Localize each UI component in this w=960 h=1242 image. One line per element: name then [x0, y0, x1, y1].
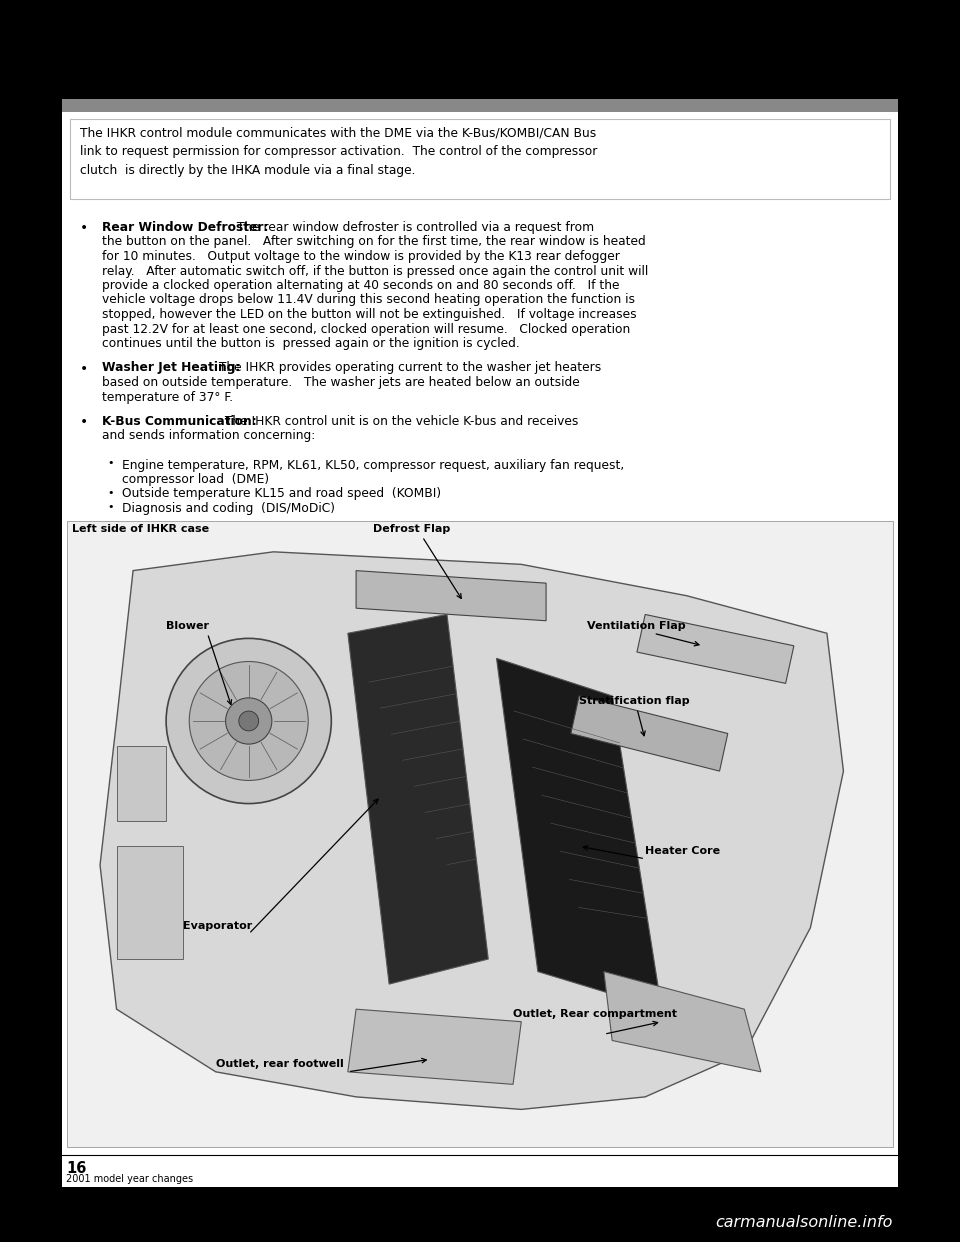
Polygon shape [356, 570, 546, 621]
Text: vehicle voltage drops below 11.4V during this second heating operation the funct: vehicle voltage drops below 11.4V during… [102, 293, 635, 307]
Text: •: • [80, 221, 88, 235]
Text: The IHKR control unit is on the vehicle K-bus and receives: The IHKR control unit is on the vehicle … [221, 415, 578, 428]
Text: Rear Window Defroster:: Rear Window Defroster: [102, 221, 269, 233]
Text: based on outside temperature.   The washer jets are heated below an outside: based on outside temperature. The washer… [102, 376, 580, 389]
Bar [67, 520, 893, 1148]
Text: Outlet, rear footwell: Outlet, rear footwell [216, 1059, 344, 1069]
Polygon shape [571, 696, 728, 771]
Polygon shape [636, 615, 794, 683]
Text: 16: 16 [66, 1161, 86, 1176]
Text: stopped, however the LED on the button will not be extinguished.   If voltage in: stopped, however the LED on the button w… [102, 308, 636, 320]
Polygon shape [348, 1010, 521, 1084]
Text: Outlet, Rear compartment: Outlet, Rear compartment [513, 1010, 677, 1020]
Text: Ventilation Flap: Ventilation Flap [588, 621, 686, 631]
Text: Stratification flap: Stratification flap [579, 696, 689, 705]
Text: and sends information concerning:: and sends information concerning: [102, 430, 315, 442]
Text: •: • [80, 415, 88, 428]
Text: for 10 minutes.   Output voltage to the window is provided by the K13 rear defog: for 10 minutes. Output voltage to the wi… [102, 250, 620, 263]
Bar [116, 746, 166, 821]
Circle shape [166, 638, 331, 804]
Circle shape [189, 662, 308, 780]
Text: Blower: Blower [166, 621, 209, 631]
Text: •: • [107, 488, 113, 498]
Text: temperature of 37° F.: temperature of 37° F. [102, 390, 233, 404]
Text: continues until the button is  pressed again or the ignition is cycled.: continues until the button is pressed ag… [102, 337, 519, 350]
Text: Evaporator: Evaporator [182, 922, 252, 932]
Text: •: • [80, 361, 88, 375]
Text: Heater Core: Heater Core [645, 846, 720, 856]
Text: compressor load  (DME): compressor load (DME) [122, 473, 269, 486]
Text: provide a clocked operation alternating at 40 seconds on and 80 seconds off.   I: provide a clocked operation alternating … [102, 279, 619, 292]
Text: Engine temperature, RPM, KL61, KL50, compressor request, auxiliary fan request,: Engine temperature, RPM, KL61, KL50, com… [122, 458, 624, 472]
Text: relay.   After automatic switch off, if the button is pressed once again the con: relay. After automatic switch off, if th… [102, 265, 648, 277]
Text: carmanualsonline.info: carmanualsonline.info [715, 1215, 893, 1230]
Text: The IHKR provides operating current to the washer jet heaters: The IHKR provides operating current to t… [215, 361, 601, 375]
Circle shape [226, 698, 272, 744]
Text: The rear window defroster is controlled via a request from: The rear window defroster is controlled … [233, 221, 594, 233]
Text: 2001 model year changes: 2001 model year changes [66, 1174, 193, 1184]
Bar [62, 57, 898, 99]
Text: past 12.2V for at least one second, clocked operation will resume.   Clocked ope: past 12.2V for at least one second, cloc… [102, 323, 631, 335]
Polygon shape [604, 971, 761, 1072]
Circle shape [239, 712, 258, 730]
Text: The IHKR control module communicates with the DME via the K-Bus/KOMBI/CAN Bus
li: The IHKR control module communicates wit… [80, 127, 597, 178]
Bar [70, 119, 890, 199]
Text: •: • [107, 458, 113, 468]
Bar [62, 99, 898, 112]
Text: Defrost Flap: Defrost Flap [372, 524, 450, 534]
Text: •: • [107, 502, 113, 512]
Text: Outside temperature KL15 and road speed  (KOMBI): Outside temperature KL15 and road speed … [122, 488, 442, 501]
Bar [116, 846, 182, 959]
Text: the button on the panel.   After switching on for the first time, the rear windo: the button on the panel. After switching… [102, 236, 646, 248]
Polygon shape [496, 658, 661, 1010]
Polygon shape [100, 551, 844, 1109]
Text: K-Bus Communication:: K-Bus Communication: [102, 415, 256, 428]
Text: Diagnosis and coding  (DIS/MoDiC): Diagnosis and coding (DIS/MoDiC) [122, 502, 335, 515]
Text: Left side of IHKR case: Left side of IHKR case [72, 524, 209, 534]
Polygon shape [348, 615, 489, 984]
Text: Washer Jet Heating:: Washer Jet Heating: [102, 361, 241, 375]
Bar [62, 57, 898, 1187]
